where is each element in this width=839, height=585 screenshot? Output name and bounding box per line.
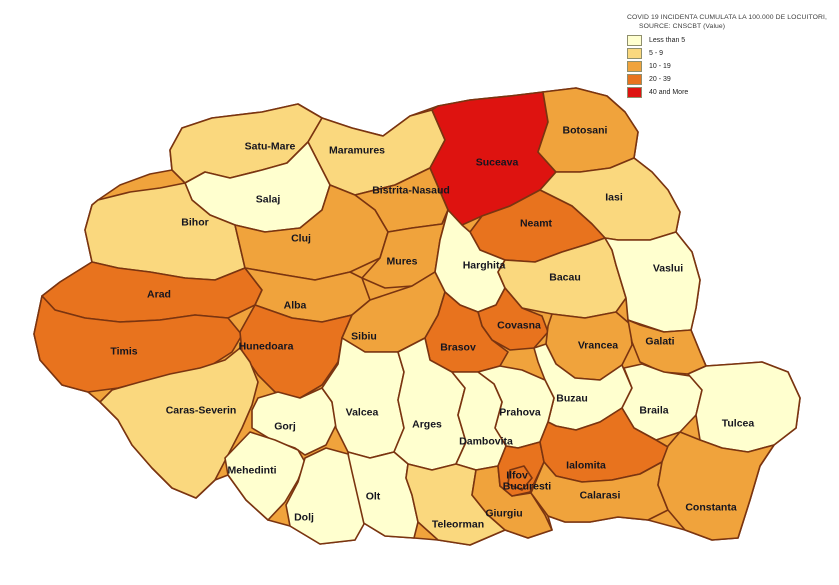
county-label-vaslui: Vaslui xyxy=(653,263,683,275)
county-label-arges: Arges xyxy=(412,419,442,431)
county-label-teleorman: Teleorman xyxy=(432,519,484,531)
county-tulcea xyxy=(687,361,801,453)
legend-item: 20 - 39 xyxy=(627,73,839,86)
map-title-line1: COVID 19 INCIDENTA CUMULATA LA 100.000 D… xyxy=(627,14,827,21)
county-bucuresti xyxy=(507,465,533,491)
legend-swatch-40-and-more xyxy=(627,87,642,98)
county-label-bistrita_nasaud: Bistrita-Nasaud xyxy=(372,185,450,197)
county-label-ilfov: Ilfov xyxy=(506,470,528,482)
map-title-line2: SOURCE: CNSCBT (Value) xyxy=(639,23,726,30)
county-label-bihor: Bihor xyxy=(181,217,208,229)
legend-item: 40 and More xyxy=(627,86,839,99)
county-gorj xyxy=(251,387,337,456)
county-label-arad: Arad xyxy=(147,289,171,301)
county-label-timis: Timis xyxy=(110,346,137,358)
county-label-salaj: Salaj xyxy=(256,194,281,206)
legend-item: 5 - 9 xyxy=(627,47,839,60)
county-caras_severin xyxy=(99,347,259,499)
county-label-prahova: Prahova xyxy=(499,407,541,419)
legend-label: 20 - 39 xyxy=(649,76,671,83)
county-label-cluj: Cluj xyxy=(291,233,311,245)
county-label-braila: Braila xyxy=(639,405,668,417)
legend-item: Less than 5 xyxy=(627,34,839,47)
county-label-sibiu: Sibiu xyxy=(351,331,377,343)
county-label-satu_mare: Satu-Mare xyxy=(245,141,296,153)
legend-label: 40 and More xyxy=(649,89,689,96)
county-label-mehedinti: Mehedinti xyxy=(228,465,277,477)
legend: COVID 19 INCIDENTA CUMULATA LA 100.000 D… xyxy=(627,13,839,99)
county-label-galati: Galati xyxy=(645,336,674,348)
county-label-hunedoara: Hunedoara xyxy=(239,341,294,353)
legend-label: Less than 5 xyxy=(649,37,686,44)
county-timis xyxy=(33,295,243,393)
county-braila xyxy=(621,363,703,441)
county-label-dolj: Dolj xyxy=(294,512,314,524)
county-label-mures: Mures xyxy=(387,256,418,268)
county-label-giurgiu: Giurgiu xyxy=(485,508,522,520)
county-label-calarasi: Calarasi xyxy=(580,490,621,502)
county-label-tulcea: Tulcea xyxy=(722,418,755,430)
county-label-bucuresti: Bucuresti xyxy=(503,481,552,493)
county-label-olt: Olt xyxy=(366,491,381,503)
county-label-gorj: Gorj xyxy=(274,421,296,433)
county-label-botosani: Botosani xyxy=(563,125,608,137)
county-label-constanta: Constanta xyxy=(685,502,736,514)
legend-item: 10 - 19 xyxy=(627,60,839,73)
county-label-buzau: Buzau xyxy=(556,393,588,405)
county-label-ialomita: Ialomita xyxy=(566,460,606,472)
county-dolj xyxy=(285,447,365,545)
county-label-covasna: Covasna xyxy=(497,320,541,332)
county-label-suceava: Suceava xyxy=(476,157,519,169)
county-label-vrancea: Vrancea xyxy=(578,340,618,352)
legend-swatch-10-19 xyxy=(627,61,642,72)
legend-label: 10 - 19 xyxy=(649,63,671,70)
county-label-dambovita: Dambovita xyxy=(459,436,513,448)
county-label-caras_severin: Caras-Severin xyxy=(166,405,237,417)
legend-swatch-20-39 xyxy=(627,74,642,85)
county-label-brasov: Brasov xyxy=(440,342,476,354)
legend-swatch-less-than-5 xyxy=(627,35,642,46)
legend-label: 5 - 9 xyxy=(649,50,664,57)
county-constanta xyxy=(657,431,775,541)
county-label-bacau: Bacau xyxy=(549,272,581,284)
county-label-neamt: Neamt xyxy=(520,218,553,230)
county-label-maramures: Maramures xyxy=(329,145,385,157)
legend-swatch-5-9 xyxy=(627,48,642,59)
county-label-valcea: Valcea xyxy=(346,407,379,419)
county-label-harghita: Harghita xyxy=(463,260,506,272)
county-label-alba: Alba xyxy=(284,300,307,312)
county-label-iasi: Iasi xyxy=(605,192,623,204)
